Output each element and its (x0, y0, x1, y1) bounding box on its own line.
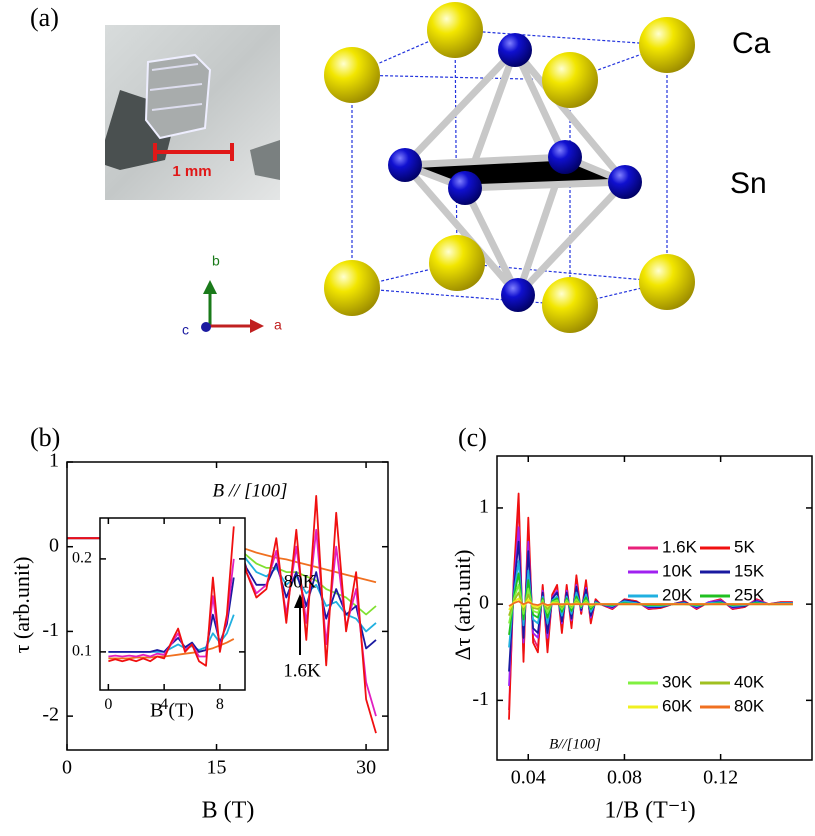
annotation: 80K (284, 571, 317, 592)
y-tick-label: 0 (49, 534, 59, 556)
figure: (a) 1 mm a b c (0, 0, 815, 836)
x-tick-label: 15 (207, 757, 227, 779)
x-axis-title: 1/B (T⁻¹) (604, 798, 695, 824)
y-axis-title: Δτ (arb.unit) (450, 550, 475, 661)
y-axis-title: τ (arb.unit) (9, 557, 34, 654)
legend-label: 25K (734, 585, 765, 604)
x-tick-label: 0 (104, 696, 112, 713)
scale-bar-label: 1 mm (172, 163, 211, 180)
axis-label: c (182, 322, 189, 338)
x-tick-label: 0.08 (607, 767, 642, 789)
y-tick-label: -1 (472, 688, 489, 710)
annotation: 1.6K (283, 660, 321, 681)
x-tick-label: 0.12 (703, 767, 738, 789)
legend-label: 40K (734, 672, 765, 691)
panel-label: (b) (30, 423, 60, 452)
y-tick-label: 0.2 (72, 550, 92, 567)
legend-label: 30K (662, 672, 693, 691)
x-tick-label: 8 (216, 696, 224, 713)
axis-triad: a b c (182, 253, 282, 338)
axis-label: a (274, 317, 282, 333)
plot-background (100, 518, 245, 690)
legend-label: 80K (734, 696, 765, 715)
annotation: B//[100] (549, 736, 601, 752)
annotation: B // [100] (213, 480, 288, 501)
legend-label: 60K (662, 696, 693, 715)
y-tick-label: 0.1 (72, 643, 92, 660)
y-tick-label: -2 (42, 704, 59, 726)
panel-label: (a) (30, 3, 59, 32)
y-tick-label: 1 (49, 450, 59, 472)
y-tick-label: 1 (479, 496, 489, 518)
legend-label: 20K (662, 585, 693, 604)
atom-label: Ca (732, 27, 771, 60)
x-tick-label: 0 (62, 757, 72, 779)
y-tick-label: -1 (42, 619, 59, 641)
legend-label: 15K (734, 561, 765, 580)
legend-label: 10K (662, 561, 693, 580)
legend-label: 1.6K (662, 537, 698, 556)
x-tick-label: 0.04 (511, 767, 546, 789)
x-axis-title: B (T) (150, 700, 194, 722)
y-tick-label: 0 (479, 592, 489, 614)
x-axis-title: B (T) (202, 798, 255, 824)
chart: 0.04 0.08 0.12 1 0 -1 1/B (T⁻¹) Δτ (arb.unit) (c… (450, 423, 812, 824)
x-tick-label: 30 (356, 757, 376, 779)
axis-label: b (212, 253, 220, 269)
crystal-structure (324, 2, 695, 333)
legend-label: 5K (734, 537, 755, 556)
atom-label: Sn (730, 167, 767, 200)
panel-label: (c) (458, 423, 487, 452)
crystal-photo: 1 mm (105, 25, 280, 200)
